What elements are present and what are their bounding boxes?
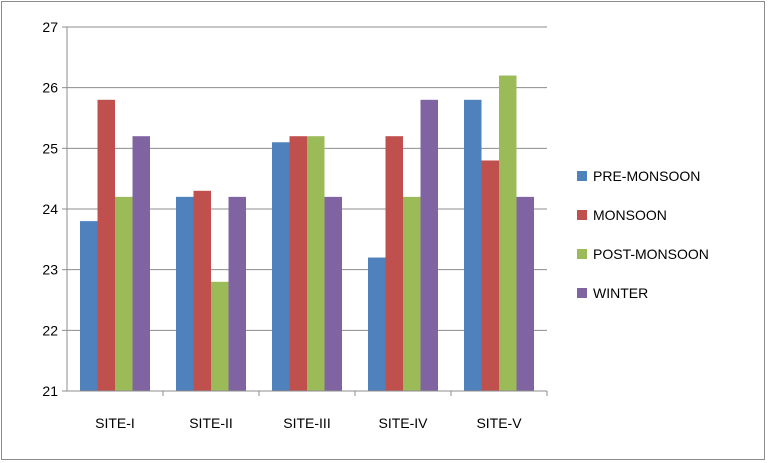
bar-winter-site-iv [420, 99, 438, 392]
x-tick-label: SITE-V [476, 415, 522, 431]
y-tick-label: 27 [42, 19, 58, 35]
legend-swatch [577, 249, 587, 259]
bar-pre-monsoon-site-ii [176, 196, 194, 391]
bar-monsoon-site-i [97, 99, 115, 392]
y-axis-ticks: 21 22 23 24 25 26 27 [42, 19, 67, 399]
legend-swatch [577, 171, 587, 181]
x-tick-label: SITE-III [283, 415, 330, 431]
y-tick-label: 26 [42, 80, 58, 96]
bar-pre-monsoon-site-iv [368, 257, 386, 391]
bar-winter-site-ii [228, 196, 246, 391]
bar-winter-site-i [132, 136, 150, 391]
legend-label: MONSOON [593, 207, 667, 223]
legend-swatch [577, 288, 587, 298]
bar-pre-monsoon-site-iii [272, 142, 290, 391]
bar-monsoon-site-iv [385, 136, 403, 391]
x-tick-label: SITE-II [189, 415, 233, 431]
bar-winter-site-iii [324, 196, 342, 391]
legend-swatch [577, 210, 587, 220]
bar-winter-site-v [516, 196, 534, 391]
bar-pre-monsoon-site-v [464, 99, 482, 392]
y-tick-label: 25 [42, 140, 58, 156]
bar-post-monsoon-site-ii [211, 281, 229, 391]
legend-label: PRE-MONSOON [593, 168, 700, 184]
legend: PRE-MONSOON MONSOON POST-MONSOON WINTER [577, 168, 709, 301]
axes [66, 27, 548, 396]
y-tick-label: 24 [42, 201, 58, 217]
y-tick-label: 23 [42, 262, 58, 278]
legend-label: POST-MONSOON [593, 246, 709, 262]
y-tick-label: 21 [42, 383, 58, 399]
bar-post-monsoon-site-iv [403, 196, 421, 391]
y-tick-label: 22 [42, 322, 58, 338]
bar-post-monsoon-site-i [115, 196, 133, 391]
bar-monsoon-site-ii [193, 190, 211, 391]
x-axis-labels: SITE-I SITE-II SITE-III SITE-IV SITE-V [95, 415, 522, 431]
bar-monsoon-site-v [481, 160, 499, 391]
bar-post-monsoon-site-v [499, 75, 517, 392]
bar-post-monsoon-site-iii [307, 136, 325, 391]
bar-monsoon-site-iii [289, 136, 307, 391]
legend-label: WINTER [593, 285, 648, 301]
bar-pre-monsoon-site-i [80, 221, 98, 391]
bars [80, 75, 534, 392]
x-tick-label: SITE-I [95, 415, 135, 431]
x-tick-label: SITE-IV [378, 415, 428, 431]
